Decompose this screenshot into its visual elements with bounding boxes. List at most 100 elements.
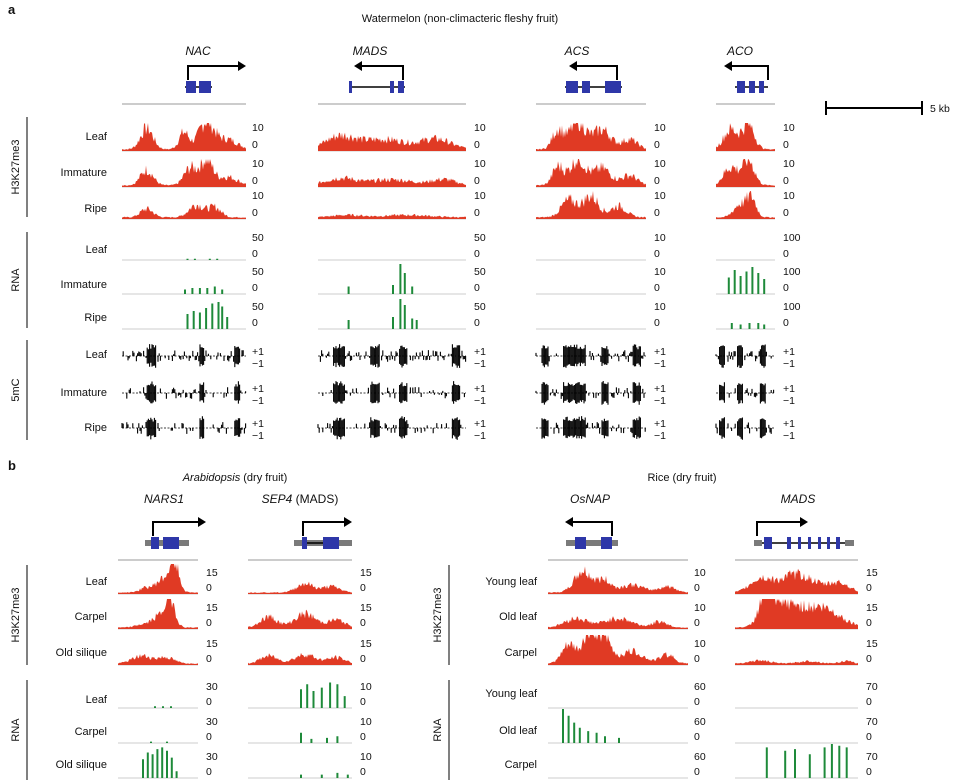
rna-scale-top-aco-2: 100 [783, 301, 801, 313]
h3k27me3-track-nac-2 [122, 203, 246, 219]
rna-scale-top-acs-2: 10 [654, 301, 666, 313]
b-rna-scale-bottom-madsrice-1: 0 [866, 731, 872, 743]
mc-track-nac-2 [121, 416, 247, 440]
row-label-b-carpel-rna: Carpel [75, 726, 107, 738]
h3-scale-bottom-acs-0: 0 [654, 139, 660, 151]
h3k27me3-track-aco-1 [716, 159, 775, 187]
h3-scale-top-acs-0: 10 [654, 122, 666, 134]
h3-scale-top-mads-0: 10 [474, 122, 486, 134]
mc-track-acs-2 [541, 416, 646, 439]
h3k27me3-track-acs-1 [536, 159, 646, 187]
b-rna-scale-bottom-sep4-2: 0 [360, 766, 366, 778]
rna-scale-bottom-mads-1: 0 [474, 282, 480, 294]
b-rna-track-nars1-0 [154, 706, 172, 708]
gene-model-sep4 [294, 517, 352, 549]
b-rna-scale-top-osnap-2: 60 [694, 751, 706, 763]
b-rna-scale-top-nars1-1: 30 [206, 716, 218, 728]
gene-model-nars1 [145, 517, 206, 549]
mc-scale-top-acs-2: +1 [654, 418, 666, 430]
panel-a-letter: a [8, 2, 16, 17]
group-label-h3k27me3-a: H3K27me3 [10, 139, 22, 194]
row-label-immature-5mc: Immature [61, 387, 107, 399]
b-h3-scale-bottom-osnap-2: 0 [694, 653, 700, 665]
row-label-b-oldleaf-rna: Old leaf [499, 725, 538, 737]
b-h3k27me3-track-sep4-1 [248, 609, 352, 629]
b-h3k27me3-track-osnap-1 [548, 616, 688, 629]
mc-scale-bottom-aco-2: −1 [783, 430, 795, 442]
gene-label-mads-rice: MADS [781, 492, 816, 506]
mc-track-nac-0 [122, 344, 244, 368]
b-h3k27me3-track-osnap-2 [548, 635, 688, 665]
row-label-ripe-5mc: Ripe [84, 422, 107, 434]
mc-scale-top-nac-0: +1 [252, 346, 264, 358]
rna-scale-top-mads-1: 50 [474, 266, 486, 278]
rna-scale-top-acs-1: 10 [654, 266, 666, 278]
h3-scale-bottom-aco-0: 0 [783, 139, 789, 151]
scale-bar-label: 5 kb [930, 103, 950, 115]
b-h3k27me3-track-sep4-2 [248, 652, 352, 665]
group-label-h3k27me3-b-right: H3K27me3 [432, 587, 444, 642]
gene-label-osnap: OsNAP [570, 492, 610, 506]
h3-scale-bottom-acs-2: 0 [654, 207, 660, 219]
mc-scale-top-mads-0: +1 [474, 346, 486, 358]
rna-scale-top-aco-0: 100 [783, 232, 801, 244]
b-h3-scale-bottom-osnap-0: 0 [694, 582, 700, 594]
mc-scale-top-acs-0: +1 [654, 346, 666, 358]
rna-scale-bottom-aco-2: 0 [783, 317, 789, 329]
b-h3-scale-bottom-nars1-2: 0 [206, 653, 212, 665]
b-h3k27me3-track-nars1-2 [118, 654, 198, 665]
group-label-rna-b-left: RNA [10, 718, 22, 742]
mc-scale-top-nac-1: +1 [252, 383, 264, 395]
b-h3-scale-top-sep4-2: 15 [360, 638, 372, 650]
row-label-b-carpel-h3k27-rice: Carpel [505, 647, 537, 659]
mc-track-acs-1 [535, 381, 645, 405]
b-h3-scale-top-osnap-1: 10 [694, 602, 706, 614]
b-h3k27me3-track-nars1-1 [118, 599, 198, 629]
rna-scale-bottom-nac-1: 0 [252, 282, 258, 294]
gene-label-sep4: SEP4 (MADS) [262, 492, 339, 506]
signal-tracks: 1001001001001001001001001001001001005005… [118, 103, 878, 779]
row-label-b-carpel-rna-rice: Carpel [505, 759, 537, 771]
b-rna-track-sep4-1 [300, 732, 339, 743]
h3k27me3-track-acs-2 [536, 191, 646, 219]
mc-scale-top-nac-2: +1 [252, 418, 264, 430]
h3-scale-top-nac-1: 10 [252, 158, 264, 170]
mc-scale-bottom-mads-1: −1 [474, 395, 486, 407]
mc-track-aco-2 [715, 417, 772, 440]
b-h3-scale-top-madsrice-2: 15 [866, 638, 878, 650]
rna-scale-top-nac-1: 50 [252, 266, 264, 278]
gene-label-mads-watermelon: MADS [353, 44, 388, 58]
b-rna-scale-bottom-sep4-0: 0 [360, 696, 366, 708]
h3k27me3-track-aco-2 [716, 191, 775, 219]
gene-model-aco [724, 61, 769, 93]
rna-scale-top-mads-0: 50 [474, 232, 486, 244]
rna-scale-top-nac-0: 50 [252, 232, 264, 244]
h3-scale-top-mads-2: 10 [474, 190, 486, 202]
b-rna-track-sep4-2 [300, 772, 349, 778]
b-rna-track-madsrice-2 [765, 744, 848, 778]
mc-scale-top-aco-0: +1 [783, 346, 795, 358]
b-h3-scale-top-nars1-2: 15 [206, 638, 218, 650]
b-h3-scale-top-madsrice-0: 15 [866, 567, 878, 579]
h3-scale-bottom-aco-2: 0 [783, 207, 789, 219]
b-h3-scale-bottom-madsrice-2: 0 [866, 653, 872, 665]
b-h3-scale-bottom-madsrice-1: 0 [866, 617, 872, 629]
mc-track-nac-1 [126, 381, 247, 404]
h3-scale-bottom-mads-2: 0 [474, 207, 480, 219]
mc-scale-top-aco-1: +1 [783, 383, 795, 395]
mc-scale-bottom-nac-2: −1 [252, 430, 264, 442]
b-rna-track-osnap-1 [562, 709, 620, 743]
group-label-rna-b-right: RNA [432, 718, 444, 742]
b-h3-scale-bottom-sep4-0: 0 [360, 582, 366, 594]
panel-b-right-title: Rice (dry fruit) [647, 472, 716, 484]
b-h3-scale-bottom-osnap-1: 0 [694, 617, 700, 629]
h3-scale-top-aco-0: 10 [783, 122, 795, 134]
row-label-leaf-h3k27: Leaf [86, 131, 108, 143]
rna-scale-bottom-nac-2: 0 [252, 317, 258, 329]
mc-scale-bottom-aco-1: −1 [783, 395, 795, 407]
h3k27me3-track-mads-2 [318, 213, 466, 219]
gene-model-nac [185, 61, 246, 93]
b-rna-track-sep4-0 [300, 682, 346, 708]
h3k27me3-track-mads-1 [318, 175, 466, 187]
b-rna-scale-bottom-madsrice-0: 0 [866, 696, 872, 708]
